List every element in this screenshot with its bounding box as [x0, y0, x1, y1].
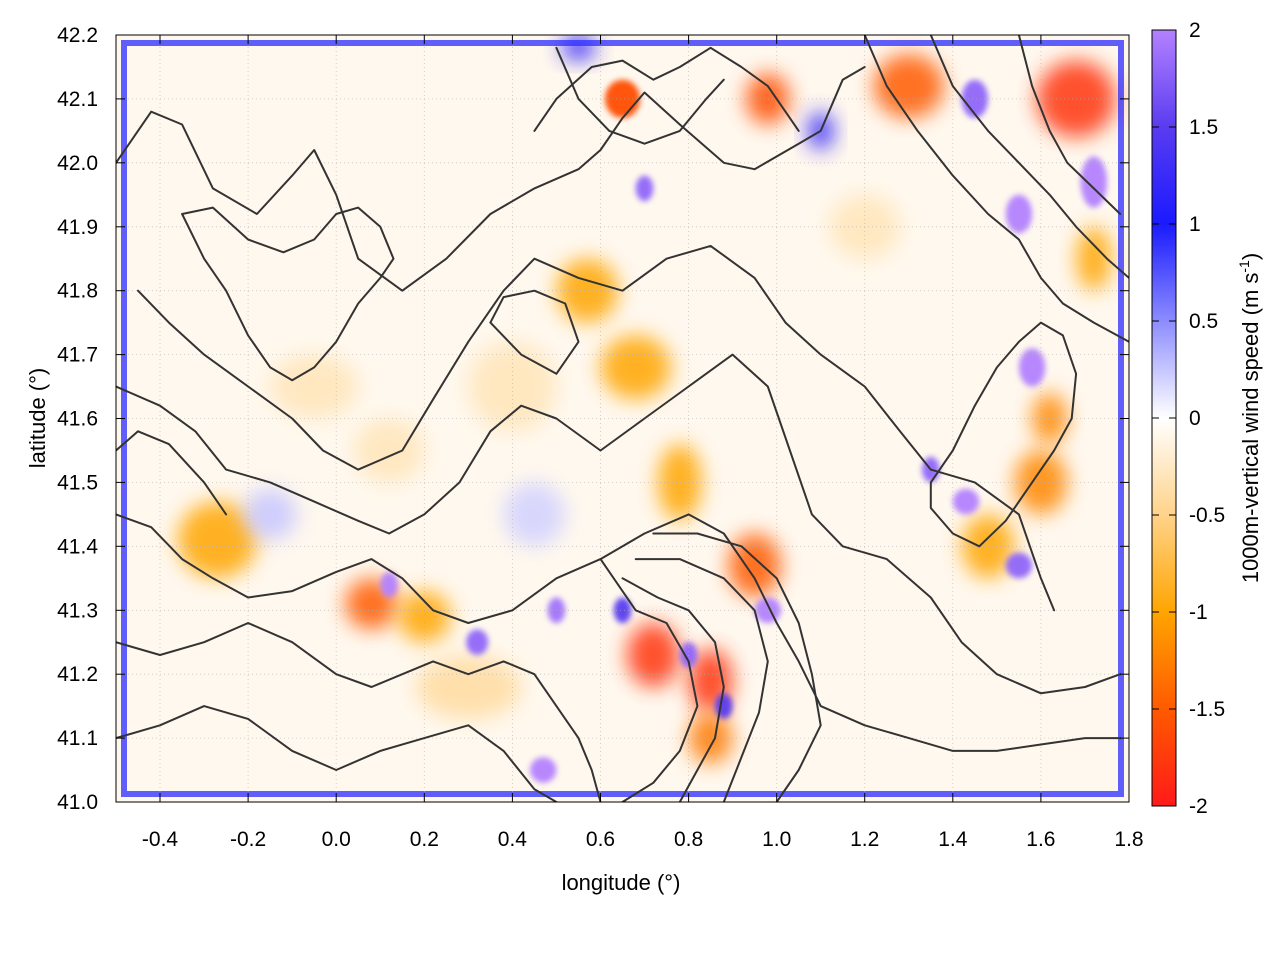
heatmap-cell: [626, 623, 680, 687]
heatmap-cell: [380, 571, 398, 598]
y-tick-label: 41.7: [57, 344, 98, 367]
colorbar-tick-label: -1.5: [1189, 698, 1225, 721]
colorbar-ticks: 2 1.5 1 0.5 0 -0.5 -1 -1.5 -2: [1152, 19, 1225, 818]
terrain-contour: [1017, 35, 1122, 215]
heatmap-cell: [270, 354, 359, 419]
x-tick-label: 1.2: [850, 828, 879, 851]
colorbar-label-sup: -1: [1236, 260, 1252, 273]
heatmap-cell: [745, 73, 790, 125]
heatmap-cell: [657, 444, 702, 521]
terrain-contour: [929, 321, 1078, 548]
heatmap-cell: [613, 597, 632, 624]
y-tick-label: 41.9: [57, 216, 98, 239]
terrain-contour: [116, 622, 602, 802]
heatmap-cell: [415, 655, 522, 719]
colorbar-tick-label: 2: [1189, 19, 1201, 42]
x-tick-label: -0.4: [142, 828, 179, 851]
heatmap-cell: [1080, 156, 1108, 208]
colorbar-tick-label: 0.5: [1189, 310, 1218, 333]
heatmap-cell: [530, 757, 557, 783]
heatmap-cell: [635, 175, 654, 202]
heatmap-cell: [560, 35, 597, 61]
x-tick-label: 0.0: [322, 828, 351, 851]
grid-lines: [116, 35, 1129, 802]
terrain-contour: [621, 577, 725, 802]
terrain-contour: [116, 430, 228, 516]
terrain-contour: [533, 46, 800, 132]
heatmap-cell: [466, 629, 489, 655]
x-tick-label: 0.6: [586, 828, 615, 851]
x-axis-label: longitude (°): [562, 870, 681, 895]
terrain-contour: [634, 558, 769, 802]
heatmap-cell: [243, 488, 297, 540]
colorbar-tick-label: 0: [1189, 407, 1201, 430]
plot-background: [116, 35, 1129, 802]
y-axis-ticks: 41.0 41.1 41.2 41.3 41.4 41.5 41.6 41.7 41.8 41.9…: [57, 24, 1129, 814]
colorbar-tick-label: -0.5: [1189, 504, 1225, 527]
heatmap-cell: [952, 488, 980, 515]
colorbar-tick-label: -1: [1189, 601, 1208, 624]
y-tick-label: 41.5: [57, 471, 98, 494]
y-tick-label: 41.4: [57, 535, 98, 558]
terrain-contour: [929, 35, 1129, 279]
y-tick-label: 42.2: [57, 24, 98, 47]
y-tick-label: 41.6: [57, 408, 98, 431]
terrain-contour: [116, 513, 1122, 752]
y-tick-label: 41.2: [57, 663, 98, 686]
x-tick-label: 0.4: [498, 828, 528, 851]
terrain-contour: [555, 46, 725, 145]
heatmap-cell: [715, 693, 733, 719]
terrain-contour: [137, 244, 1056, 612]
heatmap-cell: [1018, 348, 1046, 387]
colorbar-tick-label: -2: [1189, 795, 1208, 818]
y-tick-label: 41.8: [57, 280, 98, 303]
heatmap-cell: [1076, 226, 1112, 291]
x-tick-label: 1.0: [762, 828, 791, 851]
x-tick-label: 1.4: [938, 828, 968, 851]
y-axis-label: latitude (°): [25, 368, 50, 469]
terrain-contour: [116, 705, 558, 802]
heatmap-cell: [604, 79, 641, 119]
x-tick-label: 0.2: [410, 828, 439, 851]
x-tick-label: 0.8: [674, 828, 703, 851]
x-tick-label: 1.6: [1026, 828, 1055, 851]
x-tick-label: -0.2: [230, 828, 266, 851]
heatmap-cell: [177, 501, 257, 579]
colorbar-tick-label: 1.5: [1189, 116, 1218, 139]
colorbar-label-main: 1000m-vertical wind speed (m s: [1238, 273, 1263, 584]
terrain-contour: [863, 35, 1129, 343]
heatmap-cell: [1005, 552, 1033, 579]
y-tick-label: 42.0: [57, 152, 98, 175]
heatmap-cell: [503, 482, 566, 547]
y-tick-label: 41.1: [57, 727, 98, 750]
heatmap-cell: [600, 335, 671, 400]
heatmap-cell: [1005, 194, 1033, 234]
terrain-contour: [599, 558, 699, 802]
y-tick-label: 41.0: [57, 791, 98, 814]
heatmap-cell: [728, 533, 781, 598]
terrain-contours: [116, 35, 1129, 802]
terrain-contour: [652, 532, 822, 802]
terrain-contour: [181, 206, 395, 382]
heatmap-cell: [873, 54, 944, 119]
colorbar-label: 1000m-vertical wind speed (m s-1): [1236, 253, 1263, 583]
colorbar-label-close: ): [1238, 253, 1263, 260]
heatmap-cell: [688, 712, 733, 764]
x-axis-ticks: -0.4 -0.2 0.0 0.2 0.4 0.6 0.8 1.0 1.2 1.4 1.6 1.8: [142, 35, 1144, 851]
heatmap-cell: [468, 341, 557, 432]
terrain-contour: [116, 353, 1122, 695]
heatmap-cell: [397, 591, 451, 643]
heatmap-cell: [353, 418, 425, 483]
heatmap-cell: [961, 79, 988, 119]
heatmap-field: [177, 35, 1116, 783]
colorbar-tick-label: 1: [1189, 213, 1201, 236]
y-tick-label: 41.3: [57, 599, 98, 622]
terrain-contour: [116, 66, 866, 292]
y-tick-label: 42.1: [57, 88, 98, 111]
x-tick-label: 1.8: [1114, 828, 1143, 851]
terrain-contour: [489, 289, 580, 375]
